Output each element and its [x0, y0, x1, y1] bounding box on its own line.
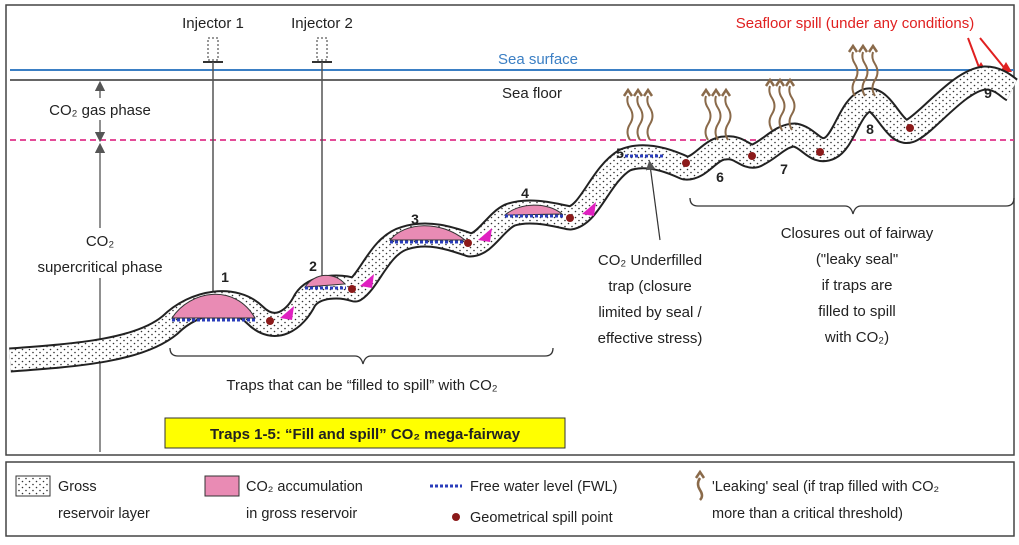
- legend-swatch: [694, 469, 706, 501]
- seafloor-spill-label: Seafloor spill (under any conditions): [736, 15, 974, 32]
- legend-swatch: [15, 475, 51, 497]
- fill-to-spill-label: Traps that can be “filled to spill” with…: [226, 377, 497, 394]
- trap-number: 8: [866, 121, 874, 137]
- injector-2: [312, 37, 332, 285]
- legend-label: Geometrical spill point: [470, 510, 613, 526]
- trap-number: 7: [780, 161, 788, 177]
- label-bg: [18, 228, 183, 278]
- sea-floor-label: Sea floor: [502, 85, 562, 102]
- closures-label: Closures out of fairway: [781, 225, 934, 242]
- legend-frame: [5, 461, 1015, 537]
- spill-pointer: [967, 37, 1007, 71]
- legend-swatch: [452, 513, 460, 521]
- legend-label: more than a critical threshold): [712, 506, 903, 522]
- bracket: [169, 347, 554, 365]
- well-label: Injector 2: [291, 15, 353, 32]
- trap-number: 6: [716, 169, 724, 185]
- underfilled-label: limited by seal /: [598, 304, 702, 321]
- reservoir-layer: [9, 67, 1018, 371]
- closures-label: ("leaky seal": [816, 251, 898, 268]
- supercritical-label: CO₂: [86, 233, 115, 250]
- legend-label: in gross reservoir: [246, 506, 357, 522]
- co2-accumulation: [503, 204, 564, 216]
- underfilled-label: trap (closure: [608, 278, 691, 295]
- spill-points: [266, 124, 914, 325]
- co2-accumulation: [304, 274, 347, 288]
- leak-plume: [764, 78, 796, 132]
- underfilled-label: effective stress): [598, 330, 703, 347]
- legend-label: Gross: [58, 479, 97, 495]
- closures-label: if traps are: [822, 277, 893, 294]
- trap-number: 5: [616, 145, 624, 161]
- well-label: Injector 1: [182, 15, 244, 32]
- leak-plume: [622, 88, 654, 142]
- underfilled-label: CO₂ Underfilled: [598, 252, 702, 269]
- legend-swatch: [204, 475, 240, 497]
- spill-arrows: [280, 202, 596, 320]
- label-bg: [28, 98, 168, 120]
- trap-number: 1: [221, 269, 229, 285]
- closures-label: filled to spill: [818, 303, 896, 320]
- gas-phase-label: CO₂ gas phase: [49, 102, 151, 119]
- legend-label: reservoir layer: [58, 506, 150, 522]
- trap-number: 4: [521, 185, 529, 201]
- fairway-box: [164, 417, 566, 449]
- bracket: [689, 197, 1015, 215]
- co2-accumulation: [388, 225, 467, 241]
- sea-surface-label: Sea surface: [498, 51, 578, 68]
- trap-number: 9: [984, 85, 992, 101]
- leak-plume: [700, 88, 732, 142]
- injector-1: [203, 37, 223, 305]
- trap-number: 3: [411, 211, 419, 227]
- legend-label: 'Leaking' seal (if trap filled with CO₂: [712, 479, 939, 495]
- fairway-label: Traps 1-5: “Fill and spill” CO₂ mega-fai…: [210, 426, 521, 443]
- legend-label: CO₂ accumulation: [246, 479, 363, 495]
- legend-label: Free water level (FWL): [470, 479, 617, 495]
- fwl-lines: [172, 154, 665, 322]
- pointer: [645, 160, 661, 241]
- trap-number: 2: [309, 258, 317, 274]
- co2-accumulation: [171, 293, 256, 319]
- closures-label: with CO₂): [824, 329, 889, 346]
- diagram-frame: [5, 4, 1015, 456]
- supercritical-label: supercritical phase: [37, 259, 162, 276]
